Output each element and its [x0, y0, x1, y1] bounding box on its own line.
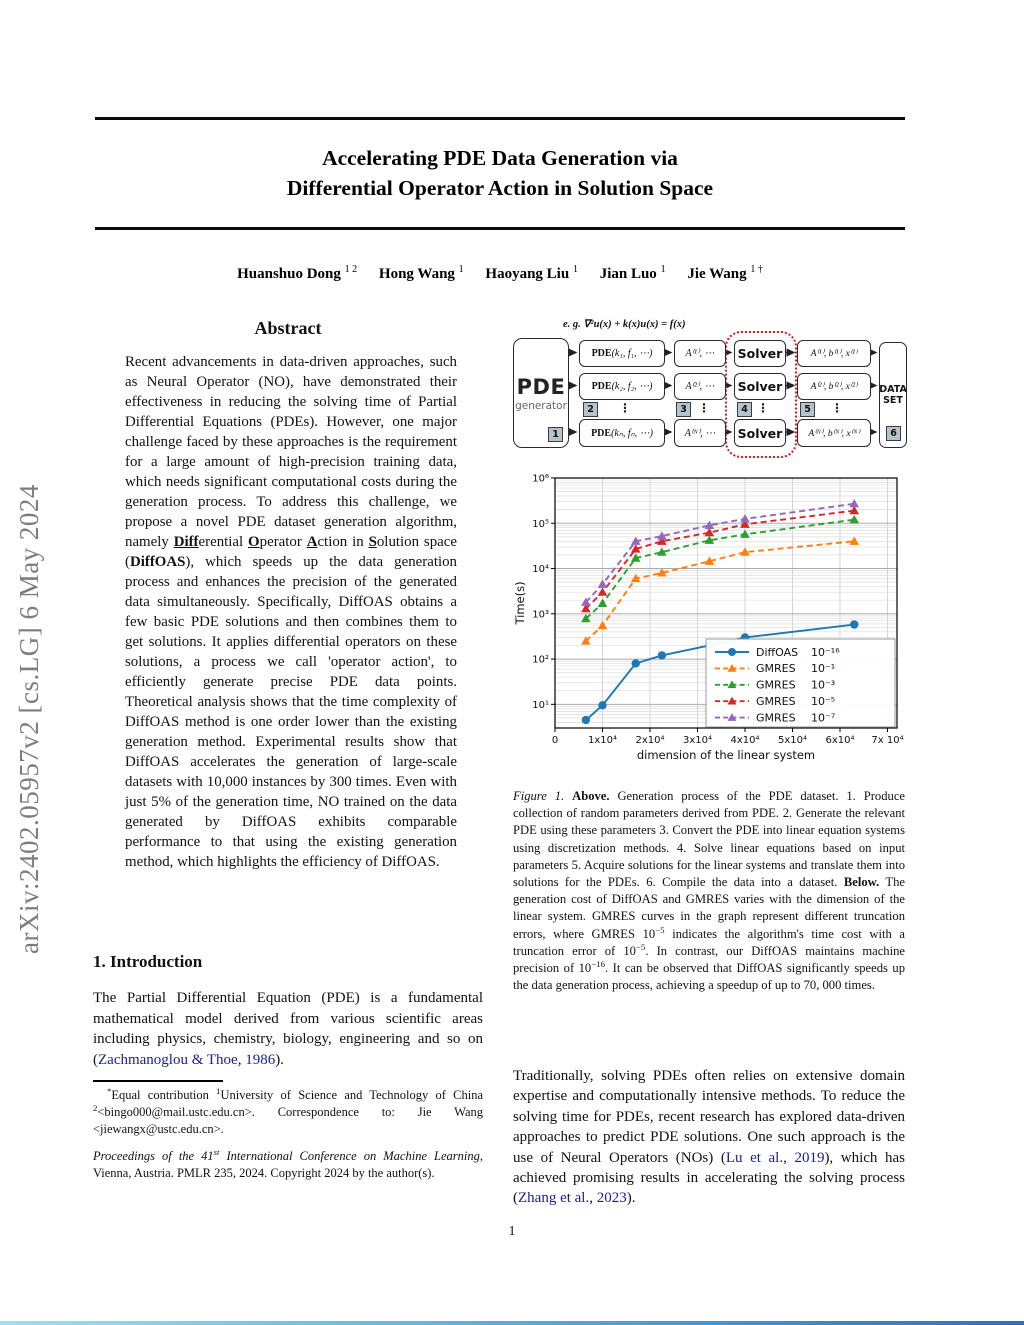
- solver-box-1: Solver: [734, 340, 786, 367]
- citation-link[interactable]: 2019: [794, 1149, 825, 1166]
- pde-formula: e. g. ∇²u(x) + k(x)u(x) = f(x): [563, 319, 686, 330]
- svg-text:10³: 10³: [532, 609, 549, 620]
- svg-text:10⁶: 10⁶: [532, 474, 549, 485]
- arxiv-watermark: arXiv:2402.05957v2 [cs.LG] 6 May 2024: [14, 484, 44, 954]
- author-3: Haoyang Liu 1: [485, 264, 578, 282]
- author-5: Jie Wang 1 †: [687, 264, 763, 282]
- citation-link[interactable]: 2023: [596, 1190, 627, 1207]
- bottom-accent-bar: [0, 1321, 1024, 1325]
- pde-box-n: PDE (kₙ, fₙ, ⋯): [579, 419, 665, 447]
- pde-box-1: PDE (k₁, f₁, ⋯): [579, 340, 665, 367]
- svg-text:GMRES: GMRES: [756, 711, 796, 724]
- figure1-chart: 0 1x10⁴ 2x10⁴ 3x10⁴ 4x10⁴ 5x10⁴ 6x10⁴ 7x 10⁴ 10¹…: [513, 462, 905, 777]
- dataset-box: DATA SET 6: [879, 342, 907, 448]
- svg-text:4x10⁴: 4x10⁴: [730, 735, 759, 746]
- svg-text:dimension of the linear system: dimension of the linear system: [637, 748, 815, 762]
- svg-text:3x10⁴: 3x10⁴: [683, 735, 712, 746]
- svg-text:10¹: 10¹: [532, 700, 549, 711]
- solver-highlight-box: [725, 331, 797, 458]
- author-4: Jian Luo 1: [599, 264, 666, 282]
- vertical-dots: ⋮: [831, 401, 843, 415]
- solver-box-n: Solver: [734, 419, 786, 447]
- svg-text:10⁻⁵: 10⁻⁵: [811, 695, 835, 708]
- abstract-text: Recent advancements in data-driven appro…: [125, 354, 457, 870]
- footnote-rule: [93, 1080, 223, 1082]
- introduction-heading: 1. Introduction: [93, 952, 203, 971]
- figure1-diagram: e. g. ∇²u(x) + k(x)u(x) = f(x): [513, 318, 907, 460]
- vertical-dots: ⋮: [698, 401, 710, 415]
- svg-text:Time(s): Time(s): [513, 581, 527, 625]
- svg-text:DiffOAS: DiffOAS: [756, 646, 798, 659]
- solution-box-1: A⁽¹⁾, b⁽¹⁾, x⁽¹⁾: [797, 340, 871, 367]
- solution-box-2: A⁽²⁾, b⁽²⁾, x⁽²⁾: [797, 373, 871, 400]
- step-badge-3: 3: [676, 402, 691, 417]
- svg-text:GMRES: GMRES: [756, 679, 796, 692]
- header-rule-bottom: [95, 227, 905, 230]
- solver-box-2: Solver: [734, 373, 786, 400]
- citation-link[interactable]: 1986: [245, 1051, 276, 1068]
- vertical-dots: ⋮: [619, 401, 631, 415]
- svg-text:1x10⁴: 1x10⁴: [588, 735, 617, 746]
- header-rule-top: [95, 117, 905, 120]
- proceedings-note: Proceedings of the 41st International Co…: [93, 1146, 483, 1180]
- step-badge-2: 2: [583, 402, 598, 417]
- step-badge-4: 4: [737, 402, 752, 417]
- citation-link[interactable]: Zachmanoglou & Thoe: [98, 1051, 238, 1068]
- step-badge-1: 1: [548, 427, 563, 442]
- svg-text:10⁵: 10⁵: [532, 519, 549, 530]
- svg-text:GMRES: GMRES: [756, 695, 796, 708]
- svg-text:10²: 10²: [532, 655, 549, 666]
- svg-text:10⁻³: 10⁻³: [811, 679, 835, 692]
- cost-chart-svg: 0 1x10⁴ 2x10⁴ 3x10⁴ 4x10⁴ 5x10⁴ 6x10⁴ 7x 10⁴ 10¹…: [513, 474, 904, 763]
- author-2: Hong Wang 1: [378, 264, 464, 282]
- pde-generator-subtitle: generator: [515, 399, 567, 412]
- matrix-box-n: A⁽ᴺ⁾, ⋯: [674, 419, 726, 447]
- pde-box-2: PDE (k₂, f₂, ⋯): [579, 373, 665, 400]
- svg-text:5x10⁴: 5x10⁴: [778, 735, 807, 746]
- citation-link[interactable]: Lu et al.: [725, 1149, 784, 1166]
- svg-text:2x10⁴: 2x10⁴: [635, 735, 664, 746]
- vertical-dots: ⋮: [757, 401, 769, 415]
- matrix-box-1: A⁽¹⁾, ⋯: [674, 340, 726, 367]
- svg-text:0: 0: [552, 735, 558, 746]
- page-number: 1: [508, 1224, 516, 1239]
- solution-box-n: A⁽ᴺ⁾, b⁽ᴺ⁾, x⁽ᴺ⁾: [797, 419, 871, 447]
- svg-text:6x10⁴: 6x10⁴: [825, 735, 854, 746]
- title-line-2: Differential Operator Action in Solution…: [286, 176, 714, 200]
- author-line: Huanshuo Dong 1 2 Hong Wang 1 Haoyang Li…: [95, 264, 905, 283]
- intro-paragraph-right: Traditionally, solving PDEs often relies…: [513, 1068, 906, 1207]
- svg-text:10⁻⁷: 10⁻⁷: [811, 711, 835, 724]
- title-line-1: Accelerating PDE Data Generation via: [322, 146, 678, 170]
- footnote-text: *Equal contribution 1University of Scien…: [93, 1085, 483, 1136]
- svg-text:10⁻¹: 10⁻¹: [811, 662, 835, 675]
- svg-text:7x 10⁴: 7x 10⁴: [871, 735, 903, 746]
- introduction-paragraph: The Partial Differential Equation (PDE) …: [93, 990, 483, 1068]
- paper-title: Accelerating PDE Data Generation via Dif…: [95, 143, 905, 203]
- abstract-heading: Abstract: [254, 318, 322, 338]
- author-1: Huanshuo Dong 1 2: [237, 264, 358, 282]
- pde-generator-box: PDE generator 1: [513, 338, 569, 448]
- step-badge-5: 5: [800, 402, 815, 417]
- svg-text:10⁻¹⁶: 10⁻¹⁶: [811, 646, 840, 659]
- pde-generator-title: PDE: [516, 374, 566, 399]
- svg-text:10⁴: 10⁴: [532, 564, 549, 575]
- matrix-box-2: A⁽²⁾, ⋯: [674, 373, 726, 400]
- figure1-caption: Figure 1. Above. Generation process of t…: [513, 789, 906, 993]
- step-badge-6: 6: [886, 426, 901, 441]
- svg-text:GMRES: GMRES: [756, 662, 796, 675]
- citation-link[interactable]: Zhang et al.: [518, 1190, 590, 1207]
